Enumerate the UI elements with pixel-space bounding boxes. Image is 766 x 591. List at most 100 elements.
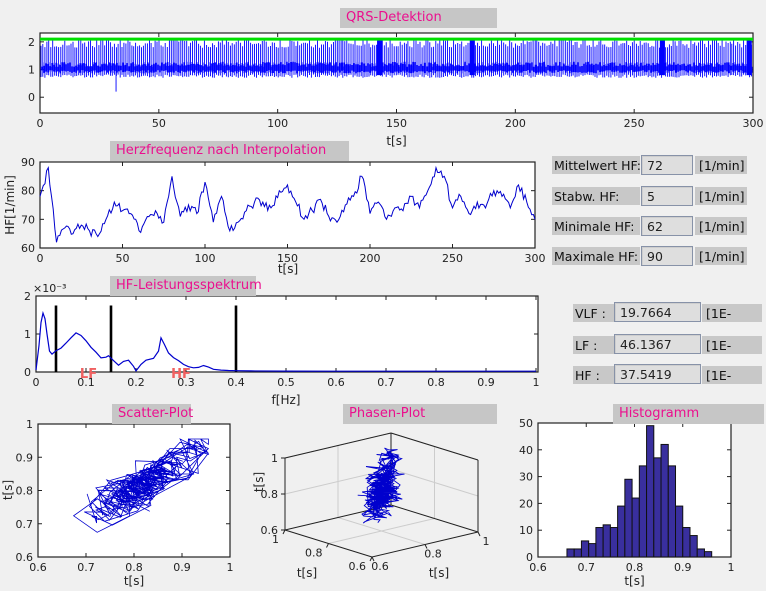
svg-text:0.4: 0.4 [227,376,245,389]
svg-text:0: 0 [24,366,31,379]
stat-value-std-hf[interactable] [641,186,693,206]
svg-text:1: 1 [271,452,278,465]
histogram-bar [653,457,662,558]
power-value-hf[interactable] [614,364,701,384]
histogram-bar [566,548,575,558]
svg-text:50: 50 [116,252,130,265]
phase-plot: 0.6 0.6 0.6 0.8 0.8 0.8 1 1 1 t[s] t[s] t[s] [252,432,490,580]
scatter-plot-title: Scatter-Plot [112,404,193,424]
power-value-vlf[interactable] [614,302,701,322]
stat-value-mean-hf[interactable] [641,155,693,175]
svg-text:0.7: 0.7 [77,561,95,574]
svg-text:200: 200 [505,117,526,130]
svg-text:1: 1 [728,561,735,574]
svg-text:2: 2 [24,290,31,303]
stat-value-min-hf[interactable] [641,216,693,236]
svg-text:0.6: 0.6 [327,376,345,389]
histogram-bar [595,527,604,558]
svg-text:t[s]: t[s] [1,480,15,500]
heartrate-plot: 0 50 100 150 200 250 300 60 70 80 90 t[s] HF[1/min] [3,156,546,276]
histogram-bar [675,505,684,558]
svg-text:0.9: 0.9 [477,376,495,389]
svg-text:1: 1 [26,418,33,431]
svg-text:0.8: 0.8 [427,376,445,389]
histogram-bar [696,548,705,558]
svg-text:1: 1 [533,376,540,389]
svg-text:100: 100 [195,252,216,265]
svg-text:150: 150 [386,117,407,130]
svg-text:150: 150 [277,252,298,265]
svg-text:70: 70 [21,213,35,226]
histogram-bar [682,527,691,558]
svg-text:0.6: 0.6 [29,561,47,574]
svg-text:1: 1 [483,535,490,548]
stat-value-max-hf[interactable] [641,246,693,266]
svg-text:0.6: 0.6 [529,561,547,574]
svg-text:0: 0 [526,551,533,564]
svg-text:t[s]: t[s] [429,566,449,580]
svg-text:2: 2 [28,36,35,49]
svg-text:300: 300 [525,252,546,265]
histogram-bar [624,478,633,558]
histogram-bar [580,540,590,558]
svg-text:0.9: 0.9 [674,561,692,574]
svg-text:t[s]: t[s] [297,566,317,580]
svg-text:0.8: 0.8 [305,547,323,560]
svg-text:1: 1 [28,64,35,77]
svg-text:20: 20 [519,497,533,510]
power-unit-hf: [1E- [702,366,762,384]
histogram-bar [689,535,698,558]
svg-text:0.6: 0.6 [16,551,34,564]
histogram-bar [631,497,640,558]
svg-text:t[s]: t[s] [252,472,266,492]
svg-text:50: 50 [152,117,166,130]
svg-text:100: 100 [267,117,288,130]
svg-text:10: 10 [519,524,533,537]
svg-text:60: 60 [21,242,35,255]
svg-text:×10⁻³: ×10⁻³ [33,282,66,295]
svg-text:LF: LF [80,367,97,382]
power-unit-vlf: [1E- [702,304,762,322]
svg-text:0.8: 0.8 [626,561,644,574]
svg-text:0: 0 [33,376,40,389]
histogram-bar [646,425,655,558]
svg-text:0.7: 0.7 [377,376,395,389]
svg-text:40: 40 [519,444,533,457]
histogram-bar [660,443,669,558]
svg-text:0.1: 0.1 [77,376,95,389]
stat-label-min-hf: Minimale HF: [552,217,640,235]
spectrum-plot-title: HF-Leistungsspektrum [110,276,262,296]
svg-text:0.9: 0.9 [173,561,191,574]
svg-text:HF: HF [171,367,191,382]
svg-text:0.5: 0.5 [277,376,295,389]
svg-text:0.9: 0.9 [16,451,34,464]
power-value-lf[interactable] [614,334,701,354]
svg-text:t[s]: t[s] [124,574,144,588]
svg-text:0.6: 0.6 [349,560,367,573]
histogram-bar [588,543,597,558]
stat-label-mean-hf: Mittelwert HF: [552,156,641,174]
svg-text:1: 1 [272,533,279,546]
histogram-bar [573,548,582,558]
svg-text:80: 80 [21,185,35,198]
stat-label-std-hf: Stabw. HF: [552,187,640,205]
svg-text:0.6: 0.6 [261,524,279,537]
svg-text:50: 50 [519,417,533,430]
svg-text:250: 250 [624,117,645,130]
qrs-plot: 0 50 100 150 200 250 300 0 1 2 t[s] [28,32,764,148]
svg-text:0.6: 0.6 [371,560,389,573]
svg-text:30: 30 [519,471,533,484]
svg-text:1: 1 [227,561,234,574]
svg-text:200: 200 [360,252,381,265]
svg-text:0.8: 0.8 [424,548,442,561]
stat-unit-max-hf: [1/min] [695,247,747,265]
histogram-plot-title: Histogramm [613,404,764,424]
histogram-bar [602,524,611,558]
svg-text:HF[1/min]: HF[1/min] [3,175,17,235]
svg-text:0.7: 0.7 [16,518,34,531]
stat-unit-std-hf: [1/min] [695,187,747,205]
histogram-bar [667,465,677,558]
svg-text:0.8: 0.8 [125,561,143,574]
